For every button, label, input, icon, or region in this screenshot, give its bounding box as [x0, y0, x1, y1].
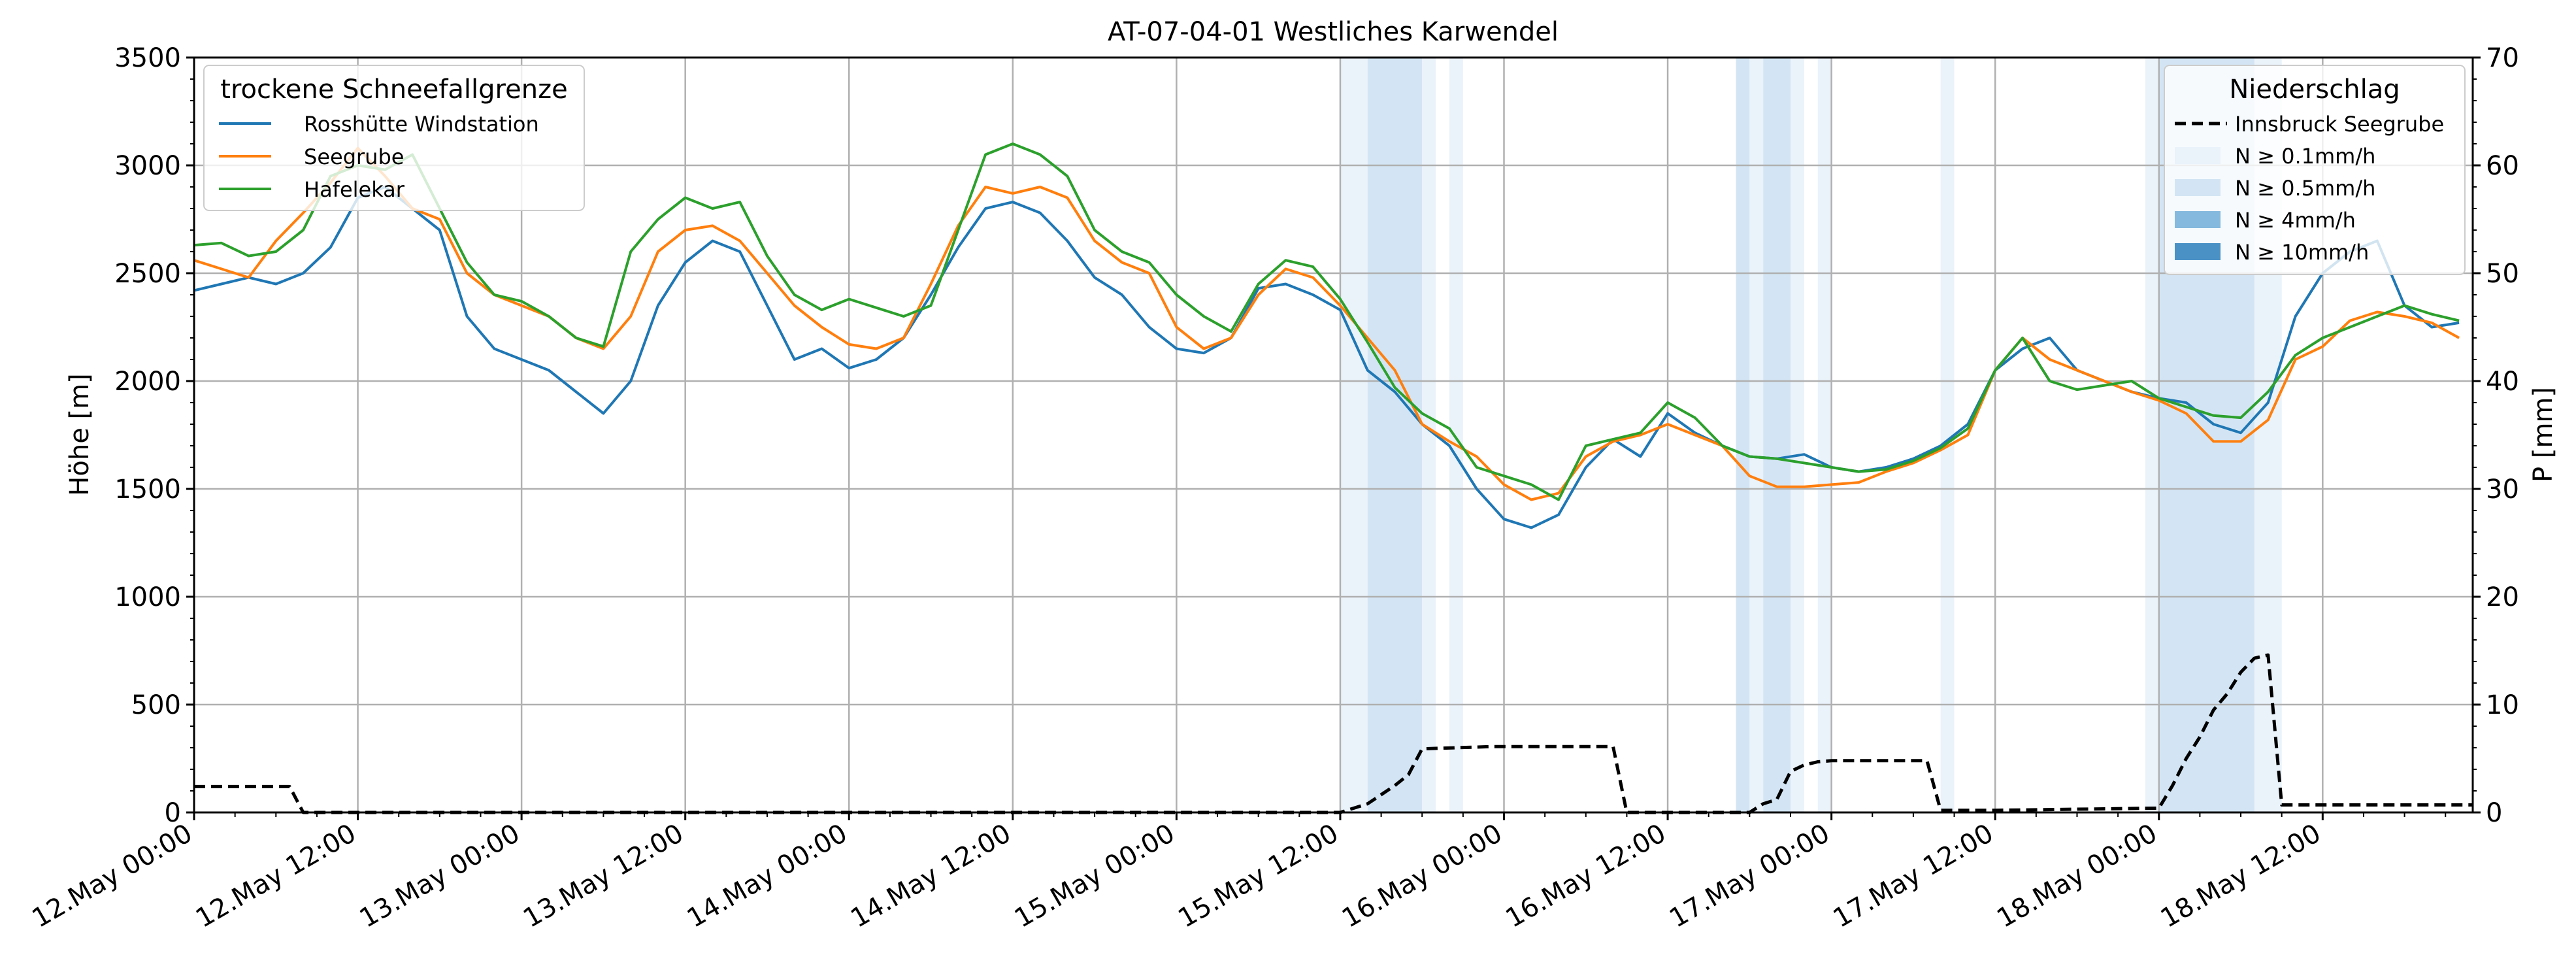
ytick-right-label-5: 50 — [2486, 259, 2519, 289]
legend-entry-n05: N ≥ 0.5mm/h — [2235, 176, 2375, 201]
precip-bands — [1340, 58, 2282, 812]
ytick-left-label-7: 3500 — [114, 43, 181, 73]
chart-title: AT-07-04-01 Westliches Karwendel — [1108, 17, 1559, 47]
precip-band-2 — [1422, 58, 1436, 812]
series-line-innsbruck-seegrube — [194, 653, 2473, 814]
ytick-left-label-4: 2000 — [114, 367, 181, 397]
series-lines — [193, 142, 2473, 814]
legend-swatch-n4 — [2175, 211, 2221, 228]
precip-band-10 — [2145, 58, 2159, 812]
legend-precip-title: Niederschlag — [2229, 75, 2400, 105]
ytick-left-label-1: 500 — [131, 690, 181, 720]
ytick-right-label-3: 30 — [2486, 475, 2519, 505]
legend-entry-innsbruck: Innsbruck Seegrube — [2235, 112, 2444, 137]
precip-band-3 — [1449, 58, 1463, 812]
ytick-left-label-3: 1500 — [114, 475, 181, 505]
legend-entry-n4: N ≥ 4mm/h — [2235, 208, 2356, 233]
legend-entry-seegrube: Seegrube — [304, 144, 404, 169]
ytick-left-label-5: 2500 — [114, 259, 181, 289]
y-axis-left-title: Höhe [m] — [65, 373, 95, 495]
legend-entry-rosshuette: Rosshütte Windstation — [304, 112, 539, 137]
ytick-left-label-0: 0 — [165, 798, 181, 828]
ytick-left-label-6: 3000 — [114, 151, 181, 181]
ytick-right-label-6: 60 — [2486, 151, 2519, 181]
legend-swatch-n10 — [2175, 243, 2221, 260]
legend-snowline: trockene Schneefallgrenze Rosshütte Wind… — [203, 65, 585, 211]
precip-band-9 — [1940, 58, 1955, 812]
ytick-right-label-1: 10 — [2486, 690, 2519, 720]
legend-precip-box — [2164, 65, 2466, 275]
legend-swatch-n01 — [2175, 147, 2221, 164]
legend-entry-hafelekar: Hafelekar — [304, 177, 405, 202]
legend-precip: Niederschlag Innsbruck Seegrube N ≥ 0.1m… — [2164, 65, 2466, 275]
ytick-right-label-0: 0 — [2486, 798, 2502, 828]
legend-snowline-box — [203, 65, 585, 211]
legend-swatch-n05 — [2175, 179, 2221, 196]
precip-band-0 — [1340, 58, 1368, 812]
ytick-right-label-7: 70 — [2486, 43, 2519, 73]
legend-entry-n01: N ≥ 0.1mm/h — [2235, 144, 2375, 169]
precip-band-5 — [1749, 58, 1764, 812]
precip-band-4 — [1736, 58, 1750, 812]
precip-band-1 — [1367, 58, 1423, 812]
plot-frame — [193, 56, 2474, 814]
ytick-right-label-2: 20 — [2486, 582, 2519, 612]
precip-band-6 — [1763, 58, 1791, 812]
y-axis-right-title: P [mm] — [2528, 387, 2558, 482]
legend-entry-n10: N ≥ 10mm/h — [2235, 240, 2369, 265]
precip-band-7 — [1790, 58, 1804, 812]
precip-band-8 — [1817, 58, 1832, 812]
ytick-right-label-4: 40 — [2486, 367, 2519, 397]
legend-snowline-title: trockene Schneefallgrenze — [220, 75, 567, 105]
series-line-hafelekar — [193, 142, 2460, 501]
ytick-left-label-2: 1000 — [114, 582, 181, 612]
